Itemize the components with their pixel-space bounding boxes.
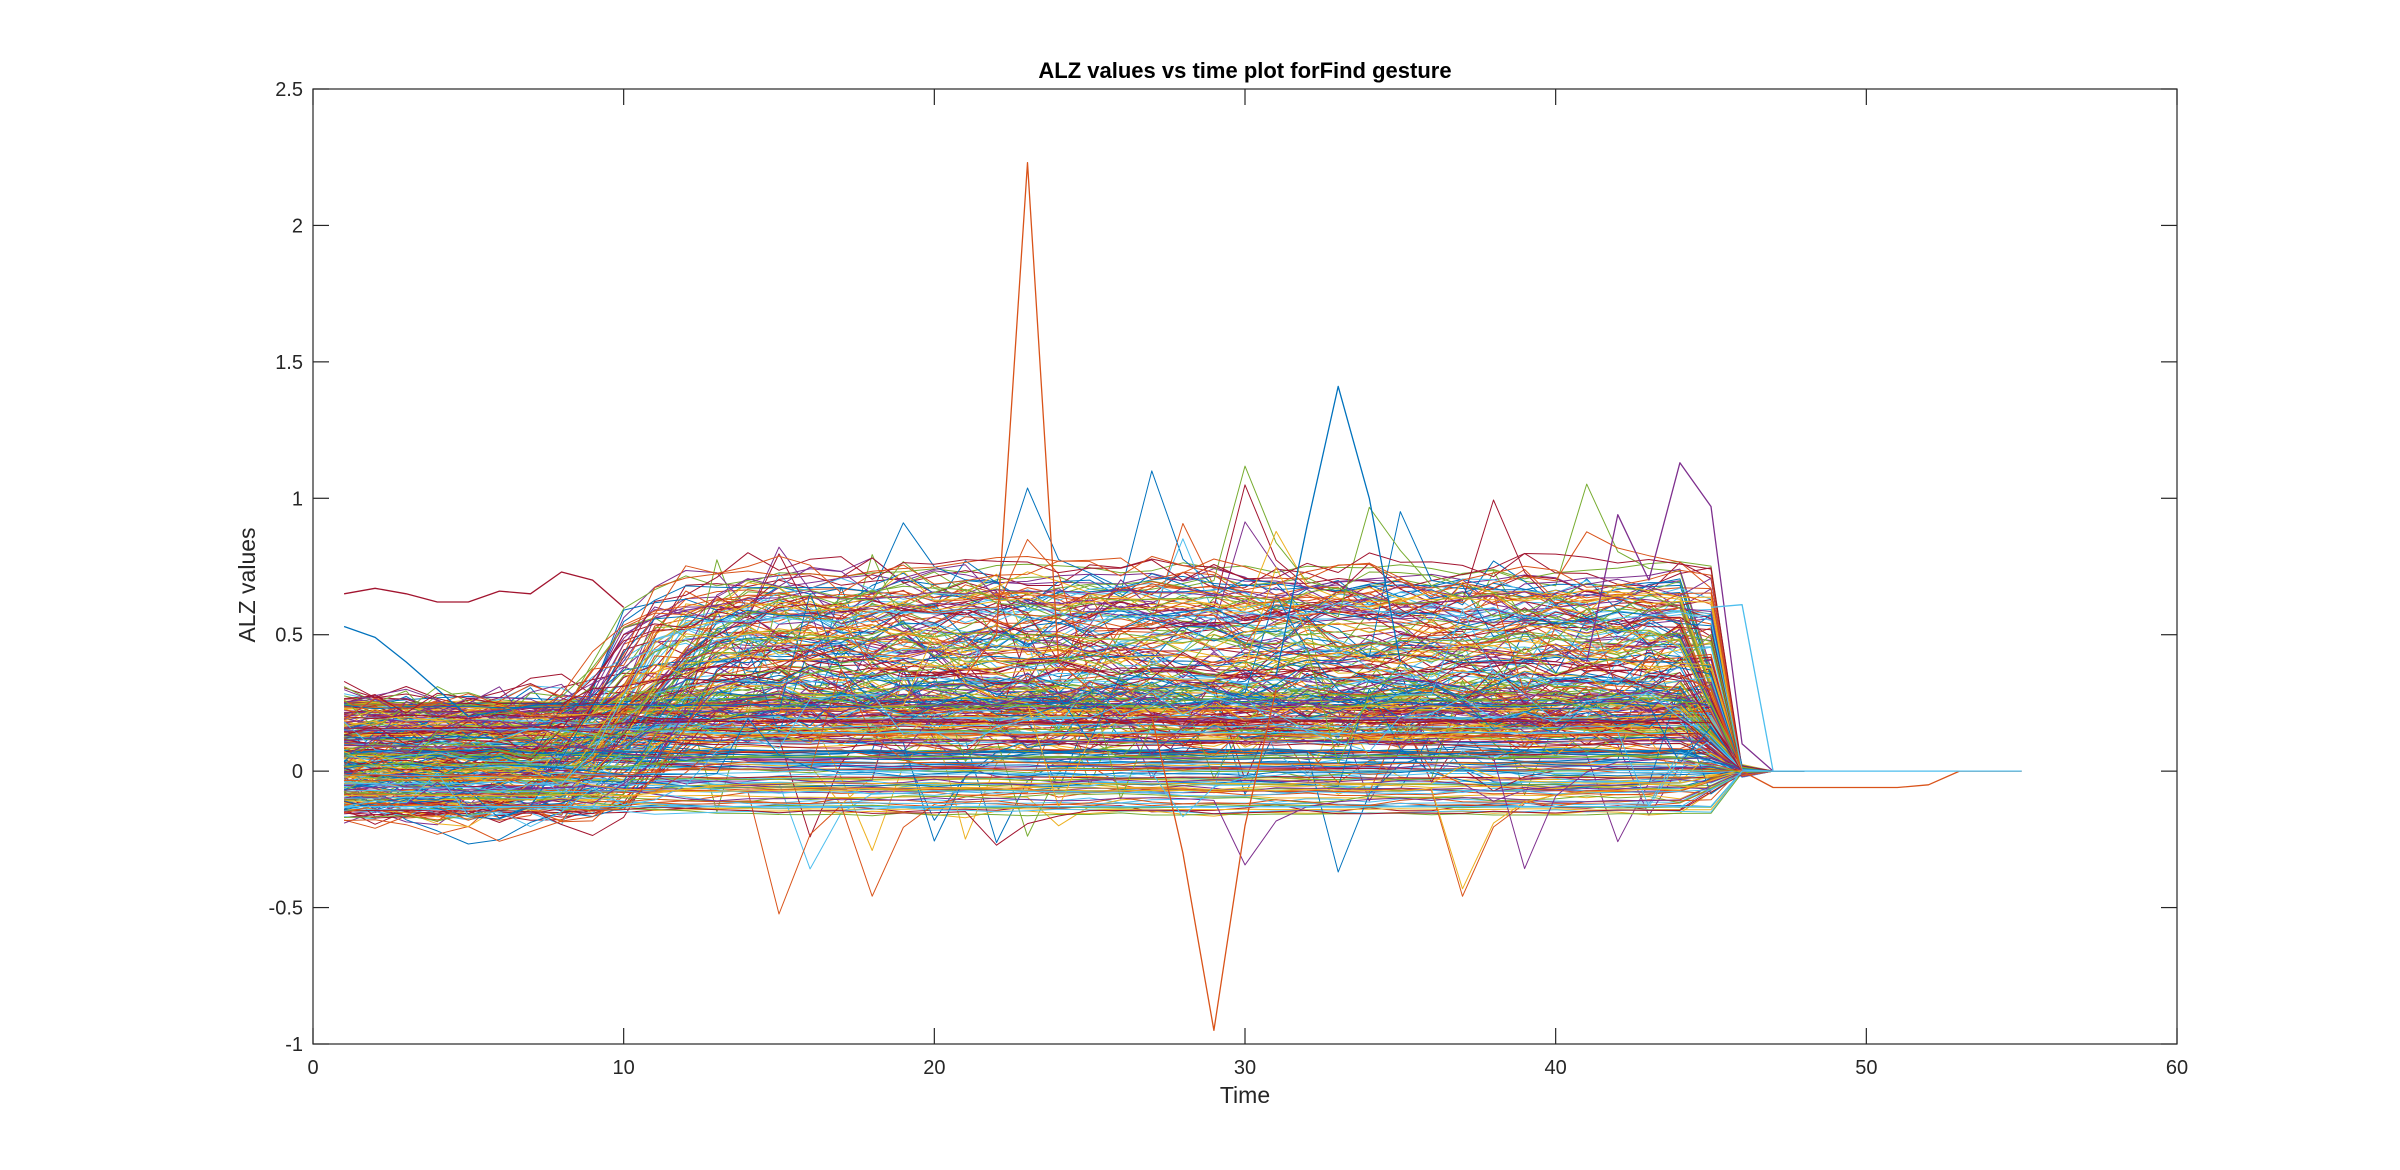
series-line: [344, 769, 1805, 818]
series-line: [344, 733, 1805, 772]
series-line: [344, 729, 1805, 774]
series-line: [1586, 462, 1774, 772]
series-line: [1151, 689, 1277, 1032]
series-line: [344, 685, 1805, 789]
series-line: [344, 713, 1774, 772]
series-line: [343, 561, 1774, 774]
series-line: [344, 704, 1774, 772]
series-line: [344, 522, 1774, 812]
x-tick-label: 20: [923, 1057, 945, 1079]
y-tick-label: 0: [292, 761, 303, 783]
x-tick-label: 40: [1545, 1057, 1567, 1079]
series-line: [344, 734, 1805, 837]
series-line: [344, 770, 1774, 808]
series-line: [343, 624, 1774, 786]
series-line: [344, 655, 1805, 789]
series-line: [344, 728, 1774, 772]
y-tick-label: 2.5: [275, 79, 303, 101]
series-line: [344, 767, 1805, 804]
series-line: [343, 617, 1805, 772]
series-line: [344, 564, 1774, 775]
axes: 0 10 20 30 40 50 60 -1 -0.5 0 0.5 1 1.5 2 2.5: [269, 79, 2189, 1079]
series-line: [964, 162, 1091, 690]
series-line: [344, 685, 1774, 808]
series-line: [343, 629, 1774, 784]
series-line: [344, 765, 1774, 797]
x-tick-label: 50: [1855, 1057, 1877, 1079]
series-line: [344, 579, 1774, 777]
series-line: [343, 470, 1774, 845]
series-line: [344, 735, 1805, 772]
x-axis-ticks: 0 10 20 30 40 50 60: [307, 89, 2188, 1079]
series-line: [344, 770, 1774, 866]
series-line: [343, 648, 1805, 821]
series-line: [343, 673, 1774, 772]
series-line: [344, 770, 1774, 815]
series-line: [344, 649, 1774, 773]
series-line: [344, 595, 1774, 772]
series-line: [344, 583, 1774, 772]
series-line: [344, 767, 1774, 809]
series-line: [344, 752, 1805, 772]
series-line: [343, 552, 1774, 773]
series-line: [344, 754, 1805, 778]
series-line: [344, 673, 1805, 790]
series-line: [344, 754, 1774, 774]
x-axis-label: Time: [1220, 1082, 1270, 1108]
series-line: [343, 671, 1805, 773]
series-line: [1710, 604, 2022, 772]
series-line: [344, 570, 1774, 774]
series-line: [344, 744, 1774, 870]
y-tick-label: 0.5: [275, 625, 303, 647]
series-line: [344, 718, 1805, 777]
y-tick-label: -0.5: [269, 898, 303, 920]
series-line: [344, 573, 1805, 804]
y-tick-label: 2: [292, 215, 303, 237]
series-line: [344, 751, 1774, 806]
series-line: [1275, 385, 1401, 676]
series-line: [344, 602, 1774, 793]
series-line: [344, 747, 1774, 772]
series-line: [344, 720, 1774, 772]
series-line: [344, 696, 1774, 775]
x-tick-label: 30: [1234, 1057, 1256, 1079]
chart-title: ALZ values vs time plot forFind gesture: [1038, 58, 1451, 83]
series-line: [344, 465, 1805, 776]
series-line: [344, 691, 1805, 828]
series-line: [344, 770, 1805, 792]
series-line: [343, 562, 1774, 836]
series-line: [343, 622, 1774, 772]
series-line: [344, 680, 1774, 773]
y-tick-label: -1: [285, 1034, 303, 1056]
series-line: [343, 593, 1774, 819]
series-line: [343, 571, 625, 608]
series-line: [344, 750, 1805, 774]
series-layer: [343, 162, 2022, 1032]
y-tick-label: 1.5: [275, 352, 303, 374]
series-line: [344, 770, 1805, 797]
series-line: [344, 608, 1805, 780]
series-line: [343, 625, 562, 718]
x-tick-label: 10: [613, 1057, 635, 1079]
series-line: [343, 581, 1774, 773]
series-line: [344, 770, 1805, 802]
x-tick-label: 60: [2166, 1057, 2188, 1079]
series-line: [344, 538, 1805, 772]
x-tick-label: 0: [307, 1057, 318, 1079]
series-line: [344, 584, 1805, 773]
y-axis-label: ALZ values: [234, 527, 260, 642]
series-line: [344, 728, 1805, 807]
series-line: [343, 663, 1774, 779]
y-tick-label: 1: [292, 488, 303, 510]
series-line: [344, 722, 1774, 915]
series-line: [344, 770, 1805, 846]
series-line: [344, 770, 1774, 804]
series-line: [343, 555, 1805, 777]
y-axis-ticks: -1 -0.5 0 0.5 1 1.5 2 2.5: [269, 79, 2177, 1056]
